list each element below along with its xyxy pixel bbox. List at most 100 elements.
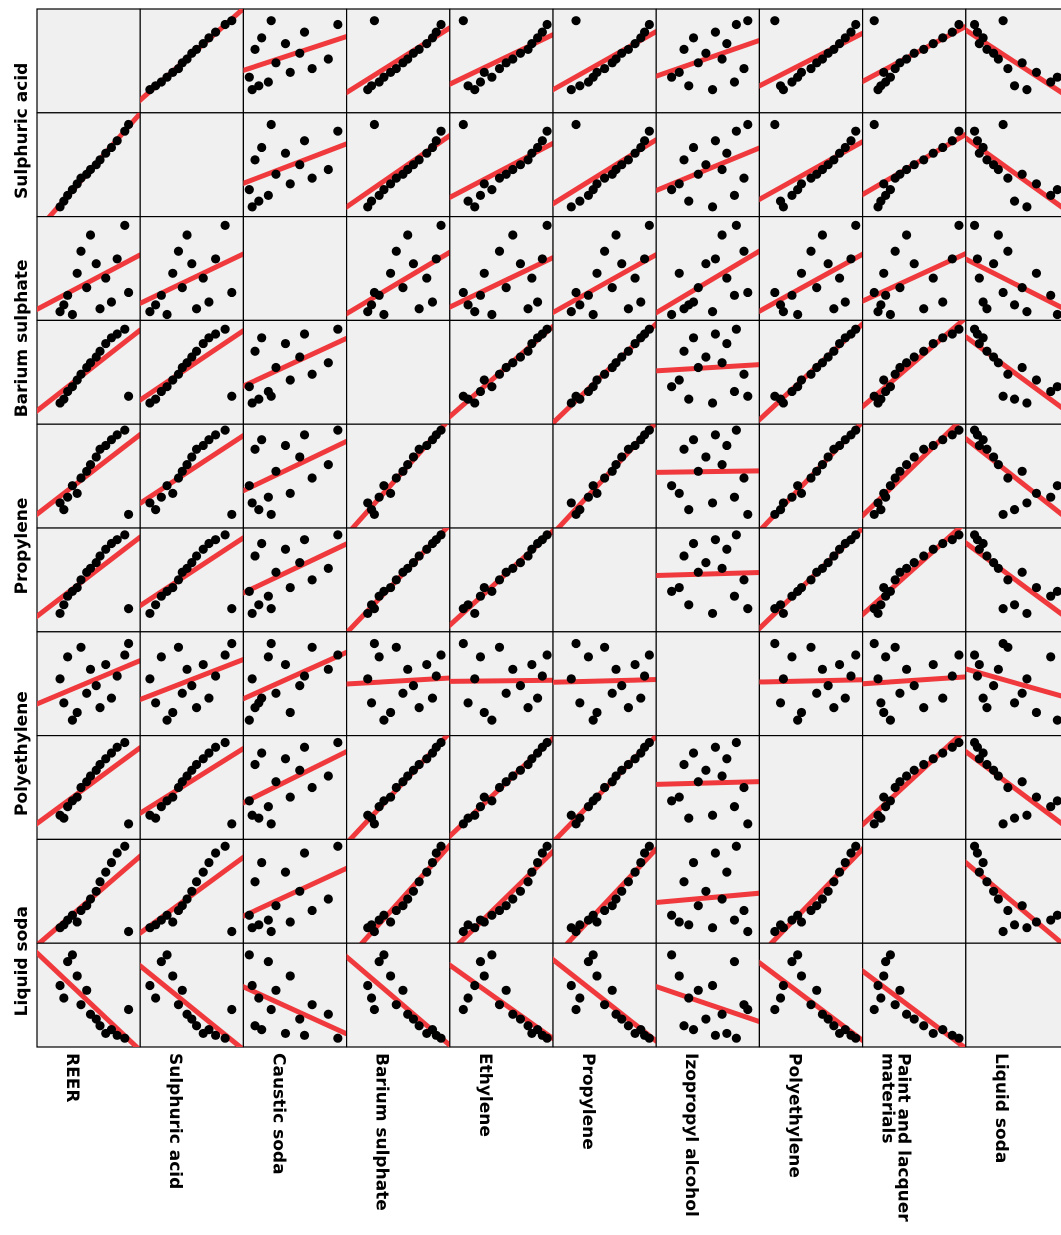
- data-point: [636, 142, 646, 153]
- data-point: [162, 910, 172, 920]
- data-point: [998, 509, 1008, 520]
- data-point: [244, 910, 254, 920]
- panel-marks: [965, 119, 1061, 212]
- data-point: [470, 307, 480, 317]
- data-point: [982, 759, 992, 770]
- data-point: [644, 841, 654, 851]
- data-point: [600, 1000, 610, 1010]
- data-point: [523, 877, 533, 887]
- data-point: [479, 268, 489, 278]
- data-point: [812, 688, 822, 698]
- data-point: [909, 558, 919, 568]
- data-point: [989, 681, 999, 691]
- data-point: [173, 246, 184, 256]
- data-point: [220, 1033, 230, 1043]
- data-point: [542, 324, 552, 334]
- data-point: [436, 220, 446, 230]
- data-point: [422, 148, 432, 158]
- data-point: [722, 273, 732, 283]
- panel-marks: [965, 841, 1061, 944]
- panel-background: [36, 942, 141, 1048]
- data-point: [220, 650, 230, 660]
- data-point: [823, 259, 833, 269]
- data-point: [191, 703, 202, 713]
- data-point: [770, 604, 780, 614]
- data-point: [391, 63, 401, 74]
- data-point: [333, 126, 343, 136]
- panel-r9-c7: [758, 942, 864, 1048]
- data-point: [285, 67, 295, 77]
- data-point: [829, 346, 839, 356]
- data-point: [173, 1000, 184, 1010]
- data-point: [793, 309, 803, 320]
- panel-r4-c7: [758, 423, 864, 529]
- data-point: [191, 1021, 202, 1031]
- data-point: [674, 971, 684, 981]
- data-point: [187, 681, 197, 691]
- panel-marks: [140, 220, 244, 320]
- data-point: [938, 538, 948, 549]
- panel-r8-c5: [552, 838, 657, 944]
- data-point: [743, 509, 753, 520]
- data-point: [220, 324, 230, 334]
- data-point: [501, 777, 511, 787]
- data-point: [885, 950, 896, 960]
- data-point: [403, 54, 413, 64]
- panel-r9-c8: [861, 942, 967, 1048]
- data-point: [954, 19, 964, 30]
- panel-background: [36, 838, 141, 944]
- data-point: [479, 375, 489, 385]
- column-labels: REER Sulphuric acid Caustic soda Barium sul…: [62, 1053, 1011, 1222]
- data-point: [494, 1000, 505, 1010]
- data-point: [1009, 394, 1020, 404]
- data-point: [106, 693, 117, 703]
- data-point: [1022, 674, 1032, 684]
- data-point: [59, 600, 69, 610]
- data-point: [566, 398, 576, 408]
- data-point: [542, 1033, 552, 1043]
- data-point: [101, 659, 111, 670]
- data-point: [257, 857, 267, 868]
- data-point: [151, 300, 161, 310]
- data-point: [806, 1000, 816, 1010]
- data-point: [890, 246, 900, 256]
- data-point: [59, 394, 69, 404]
- regression-line: [243, 541, 347, 596]
- data-point: [890, 642, 900, 652]
- regression-line: [243, 649, 347, 702]
- data-point: [919, 155, 929, 165]
- data-point: [323, 894, 333, 904]
- data-point: [379, 796, 389, 806]
- data-point: [1017, 58, 1027, 68]
- data-point: [59, 300, 69, 310]
- data-point: [363, 498, 373, 508]
- data-point: [1009, 813, 1020, 823]
- data-point: [271, 58, 281, 68]
- data-point: [403, 460, 413, 470]
- data-point: [120, 425, 130, 435]
- data-point: [187, 1014, 197, 1024]
- data-point: [954, 220, 964, 230]
- data-point: [611, 230, 621, 240]
- data-point: [101, 544, 111, 554]
- data-point: [607, 283, 617, 293]
- data-point: [667, 586, 677, 596]
- data-point: [876, 993, 886, 1003]
- data-point: [211, 671, 221, 681]
- panel-r7-c5: [552, 734, 657, 840]
- data-point: [998, 926, 1008, 937]
- panel-marks: [862, 528, 964, 619]
- panel-marks: [37, 530, 141, 620]
- data-point: [775, 993, 786, 1003]
- data-point: [494, 575, 505, 585]
- panel-marks: [449, 528, 553, 629]
- data-point: [901, 164, 912, 175]
- data-point: [82, 901, 92, 911]
- data-point: [1031, 488, 1042, 498]
- panel-r5-c8: [861, 527, 967, 633]
- panel-marks: [656, 737, 760, 829]
- data-point: [366, 300, 377, 310]
- panel-marks: [349, 424, 449, 529]
- data-point: [583, 956, 594, 967]
- data-point: [1009, 920, 1020, 930]
